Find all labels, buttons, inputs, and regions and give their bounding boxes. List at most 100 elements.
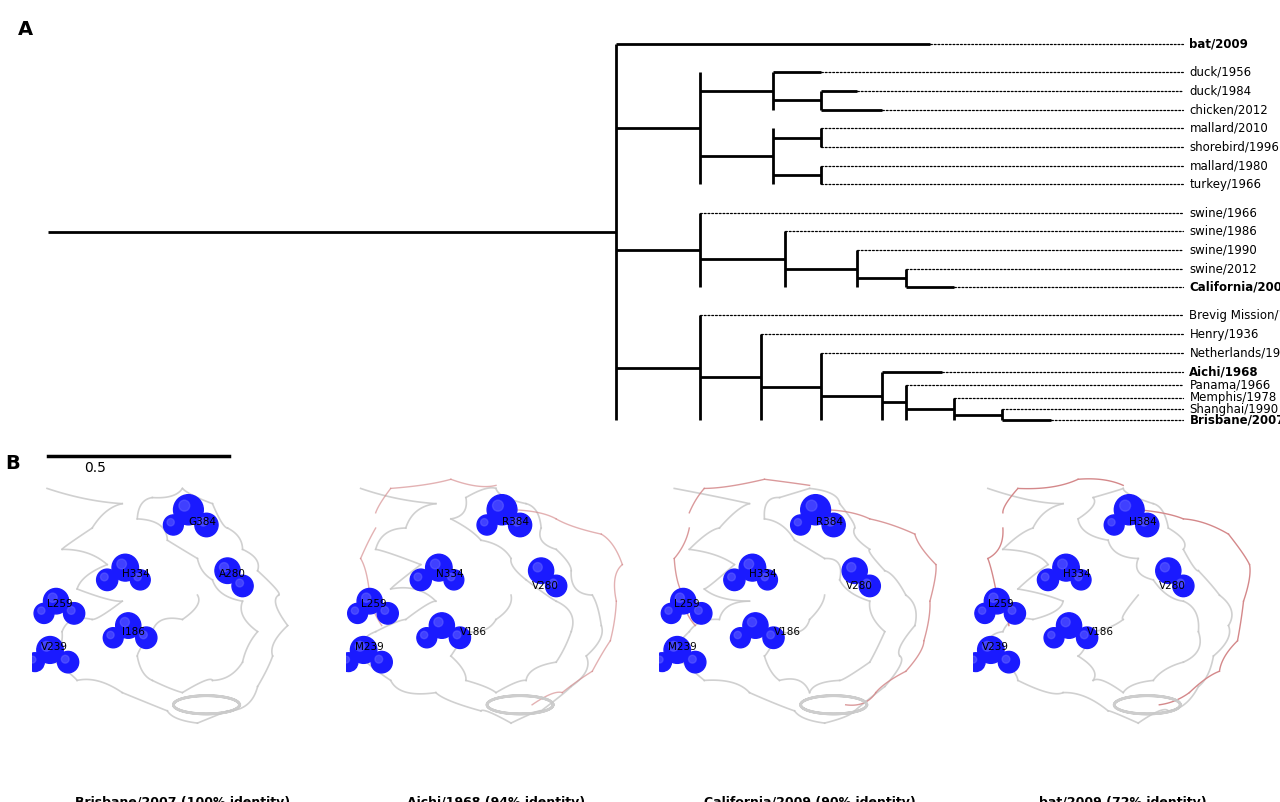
Text: V239: V239 bbox=[982, 642, 1009, 652]
Circle shape bbox=[795, 519, 801, 526]
Circle shape bbox=[998, 651, 1019, 673]
Text: duck/1984: duck/1984 bbox=[1189, 84, 1252, 97]
Text: L259: L259 bbox=[361, 599, 387, 610]
Circle shape bbox=[410, 569, 431, 590]
Text: V186: V186 bbox=[773, 626, 800, 637]
Circle shape bbox=[179, 500, 189, 511]
Circle shape bbox=[26, 653, 45, 671]
Circle shape bbox=[96, 569, 118, 590]
Circle shape bbox=[1160, 562, 1170, 572]
Circle shape bbox=[1009, 606, 1016, 614]
Circle shape bbox=[653, 653, 672, 671]
Circle shape bbox=[740, 554, 765, 581]
Circle shape bbox=[970, 656, 977, 663]
Text: duck/1956: duck/1956 bbox=[1189, 66, 1252, 79]
Circle shape bbox=[1156, 558, 1181, 583]
Circle shape bbox=[1056, 613, 1082, 638]
Circle shape bbox=[219, 562, 229, 572]
Circle shape bbox=[513, 517, 521, 526]
Circle shape bbox=[989, 593, 998, 602]
Circle shape bbox=[195, 513, 218, 537]
Text: Brevig Mission/1918: Brevig Mission/1918 bbox=[1189, 309, 1280, 322]
Text: R384: R384 bbox=[502, 517, 529, 527]
Circle shape bbox=[1172, 575, 1194, 597]
Circle shape bbox=[806, 500, 817, 511]
Text: swine/1986: swine/1986 bbox=[1189, 225, 1257, 237]
Circle shape bbox=[1048, 631, 1055, 638]
Circle shape bbox=[691, 602, 712, 624]
Circle shape bbox=[164, 515, 183, 535]
Text: 0.5: 0.5 bbox=[84, 461, 106, 476]
Text: V280: V280 bbox=[1160, 581, 1187, 591]
Text: Memphis/1978: Memphis/1978 bbox=[1189, 391, 1276, 404]
Circle shape bbox=[29, 656, 36, 663]
Circle shape bbox=[1002, 655, 1010, 663]
Text: G384: G384 bbox=[188, 517, 216, 527]
Circle shape bbox=[1105, 515, 1124, 535]
Circle shape bbox=[64, 602, 84, 624]
Text: H384: H384 bbox=[1129, 517, 1157, 527]
Circle shape bbox=[37, 637, 63, 663]
Circle shape bbox=[343, 656, 349, 663]
Text: B: B bbox=[5, 454, 20, 473]
Circle shape bbox=[232, 575, 253, 597]
Circle shape bbox=[131, 569, 150, 590]
Circle shape bbox=[532, 562, 543, 572]
Text: Panama/1966: Panama/1966 bbox=[1189, 379, 1271, 391]
Text: shorebird/1996: shorebird/1996 bbox=[1189, 140, 1279, 153]
Text: L259: L259 bbox=[675, 599, 700, 610]
Circle shape bbox=[1071, 569, 1091, 590]
Text: L259: L259 bbox=[988, 599, 1014, 610]
Circle shape bbox=[1108, 519, 1115, 526]
Text: Henry/1936: Henry/1936 bbox=[1189, 328, 1258, 341]
Circle shape bbox=[1135, 513, 1158, 537]
Circle shape bbox=[801, 495, 831, 525]
Circle shape bbox=[863, 579, 870, 587]
Circle shape bbox=[449, 627, 471, 649]
Circle shape bbox=[140, 631, 147, 638]
Circle shape bbox=[1140, 517, 1148, 526]
Circle shape bbox=[100, 573, 109, 581]
Text: California/2009: California/2009 bbox=[1189, 281, 1280, 294]
Text: V186: V186 bbox=[1087, 626, 1114, 637]
Text: bat/2009: bat/2009 bbox=[1189, 38, 1248, 51]
Circle shape bbox=[116, 559, 127, 569]
Circle shape bbox=[1115, 495, 1144, 525]
Text: Aichi/1968 (94% identity): Aichi/1968 (94% identity) bbox=[407, 796, 585, 802]
Circle shape bbox=[842, 558, 868, 583]
Circle shape bbox=[1176, 579, 1184, 587]
Circle shape bbox=[689, 655, 696, 663]
Circle shape bbox=[1005, 602, 1025, 624]
Circle shape bbox=[104, 628, 123, 648]
Circle shape bbox=[481, 519, 488, 526]
Circle shape bbox=[421, 631, 428, 638]
Text: H334: H334 bbox=[123, 569, 150, 579]
Circle shape bbox=[508, 513, 531, 537]
Circle shape bbox=[378, 602, 398, 624]
Circle shape bbox=[58, 651, 78, 673]
Circle shape bbox=[727, 573, 736, 581]
Circle shape bbox=[1057, 559, 1068, 569]
Circle shape bbox=[664, 607, 672, 614]
Text: swine/1966: swine/1966 bbox=[1189, 206, 1257, 219]
Text: V186: V186 bbox=[460, 626, 486, 637]
Text: A: A bbox=[18, 20, 33, 38]
Circle shape bbox=[35, 603, 54, 623]
Text: V239: V239 bbox=[41, 642, 68, 652]
Circle shape bbox=[426, 554, 452, 581]
Circle shape bbox=[42, 642, 51, 651]
Circle shape bbox=[68, 606, 76, 614]
Circle shape bbox=[113, 554, 138, 581]
Circle shape bbox=[136, 627, 157, 649]
Circle shape bbox=[339, 653, 358, 671]
Text: swine/1990: swine/1990 bbox=[1189, 244, 1257, 257]
Circle shape bbox=[735, 631, 741, 638]
Circle shape bbox=[791, 515, 810, 535]
Circle shape bbox=[108, 631, 114, 638]
Circle shape bbox=[351, 607, 358, 614]
Circle shape bbox=[978, 607, 986, 614]
Text: R384: R384 bbox=[815, 517, 842, 527]
Circle shape bbox=[357, 589, 383, 614]
Circle shape bbox=[168, 519, 174, 526]
Text: V280: V280 bbox=[532, 581, 559, 591]
